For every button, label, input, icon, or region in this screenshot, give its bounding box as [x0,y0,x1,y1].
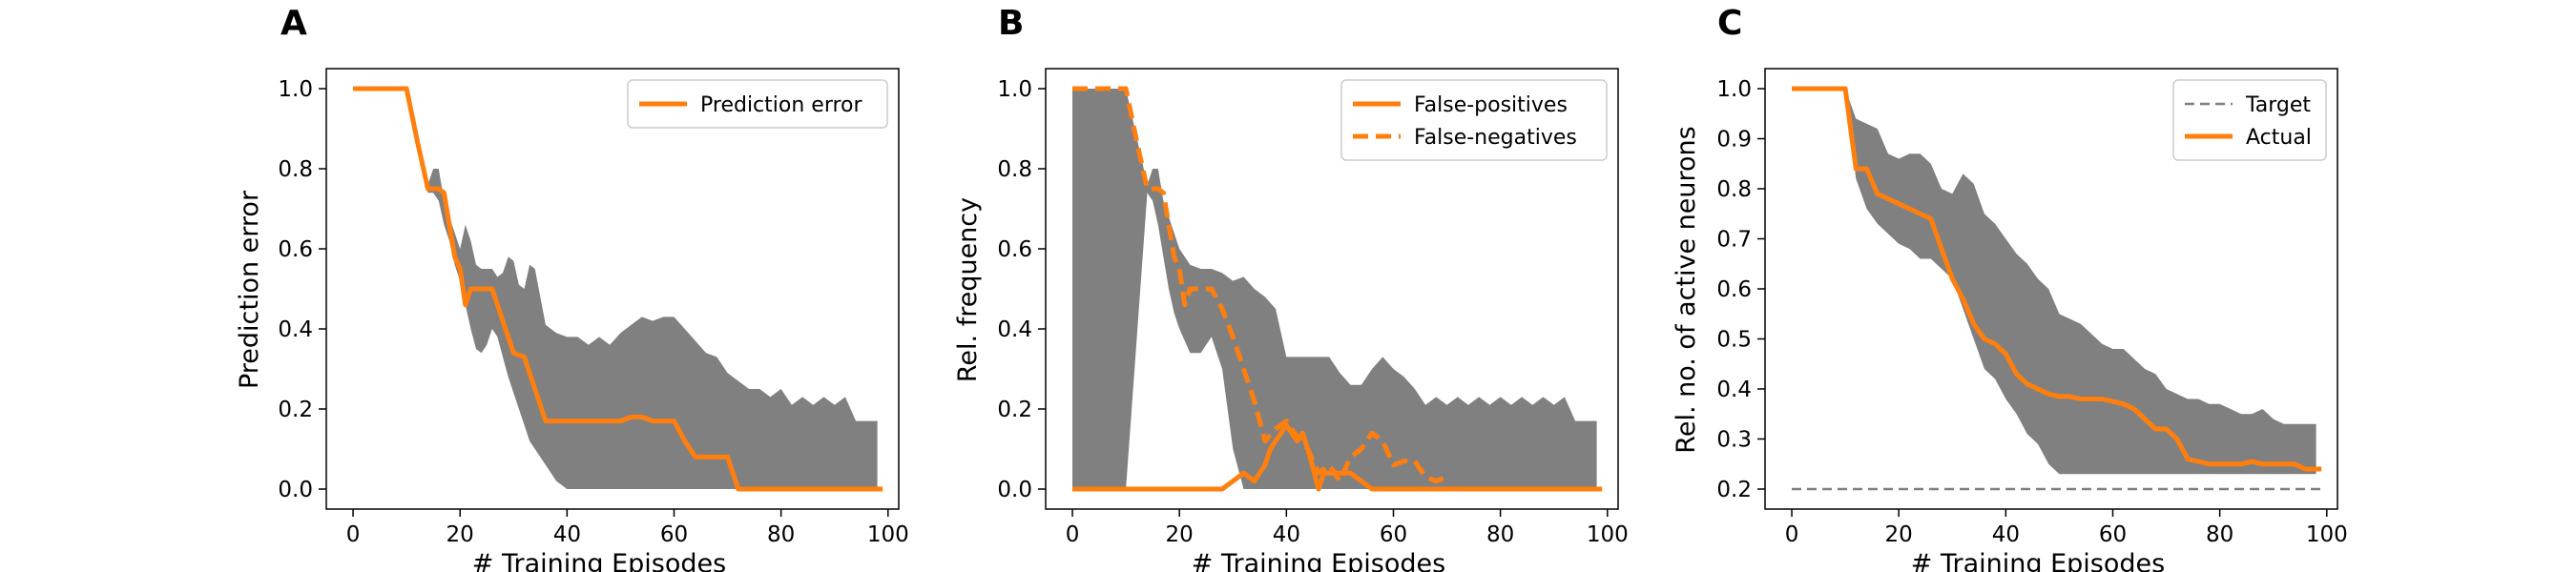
y-axis-label: Prediction error [235,190,264,389]
y-tick-label: 1.0 [997,77,1032,102]
x-tick-label: 0 [1785,522,1799,547]
legend-box [2172,79,2327,161]
series-layer [1792,86,2322,491]
panel-letter: B [998,4,1024,43]
x-tick-label: 100 [867,522,909,547]
band-layer [1072,89,1597,489]
series-line-false-positives [1072,422,1603,492]
y-tick-label: 0.5 [1716,328,1752,353]
legend-box [627,79,888,129]
y-axis-label: Rel. no. of active neurons [1672,126,1701,453]
panel-letter: A [280,4,307,43]
legend-entry: Target [2245,93,2311,117]
x-tick-label: 80 [1486,522,1514,547]
series-line-actual [1792,86,2322,472]
x-axis-label: # Training Episodes [1192,549,1445,572]
x-tick-label: 40 [553,522,581,547]
y-tick-label: 0.2 [997,398,1032,422]
legend: False-positives False-negatives [1340,79,1608,161]
x-tick-label: 80 [2206,522,2233,547]
series-line-false-negatives [1072,86,1448,484]
x-tick-label: 20 [1166,522,1194,547]
x-tick-label: 60 [660,522,688,547]
y-tick-label: 0.7 [1716,228,1752,253]
range-band [1072,89,1597,489]
y-tick-label: 0.3 [1716,428,1752,453]
x-tick-label: 20 [1885,522,1913,547]
ticks-layer: 0 20 40 60 80 100 0.0 0.2 0.4 0.6 0.8 1.0 [997,77,1628,547]
y-tick-label: 0.6 [278,237,313,262]
band-layer [353,89,878,489]
x-tick-label: 80 [767,522,795,547]
band-layer [1792,89,2316,475]
y-tick-label: 0.8 [278,157,313,182]
y-tick-label: 0.8 [1716,177,1752,202]
series-layer [1072,86,1603,492]
panel-letter: C [1717,4,1742,43]
legend-entry: Prediction error [700,93,862,117]
y-tick-label: 0.4 [1716,378,1752,402]
panel-a: A 0 20 40 60 80 100 0.0 0.2 0.4 0.6 0.8 1.0 # Train… [235,4,909,572]
x-axis-label: # Training Episodes [1911,549,2165,572]
series-layer [353,86,883,492]
y-tick-label: 0.0 [278,478,313,502]
plot-frame [325,68,900,510]
legend: Prediction error [627,79,888,129]
y-tick-label: 0.6 [997,237,1032,262]
y-axis-label: Rel. frequency [953,197,983,382]
x-tick-label: 100 [1587,522,1629,547]
x-tick-label: 60 [2099,522,2127,547]
x-tick-label: 0 [346,522,361,547]
y-tick-label: 0.2 [278,398,313,422]
legend: Target Actual [2172,79,2327,161]
y-tick-label: 0.4 [278,317,313,342]
x-tick-label: 40 [1273,522,1300,547]
range-band [353,89,878,489]
y-tick-label: 1.0 [278,77,313,102]
ticks-layer: 0 20 40 60 80 100 0.0 0.2 0.4 0.6 0.8 1.0 [278,77,908,547]
y-tick-label: 0.8 [997,157,1032,182]
range-band [1792,89,2316,475]
panel-b: B 0 20 40 60 80 100 0.0 0.2 0.4 0.6 0.8 1.0 # Train… [953,4,1629,572]
x-tick-label: 40 [1992,522,2020,547]
legend-box [1340,79,1608,161]
plot-frame [1045,68,1619,510]
legend-entry: Actual [2246,126,2312,150]
panel-c: C 0 20 40 60 80 100 0.2 0.3 0.4 0.5 0.6 0.7 0.8 0.9 1.… [1672,4,2348,572]
x-axis-label: # Training Episodes [472,549,726,572]
y-tick-label: 1.0 [1716,77,1752,102]
y-tick-label: 0.9 [1716,128,1752,153]
y-tick-label: 0.2 [1716,478,1752,502]
x-tick-label: 20 [447,522,474,547]
y-tick-label: 0.0 [997,478,1032,502]
legend-entry: False-negatives [1414,126,1577,150]
ticks-layer: 0 20 40 60 80 100 0.2 0.3 0.4 0.5 0.6 0.7 0.8 0.9 1.0 [1716,77,2347,547]
x-tick-label: 0 [1066,522,1080,547]
x-tick-label: 60 [1380,522,1407,547]
legend-entry: False-positives [1414,93,1568,117]
series-line-prediction-error [353,86,883,492]
y-tick-label: 0.6 [1716,277,1752,302]
y-tick-label: 0.4 [997,317,1032,342]
x-tick-label: 100 [2306,522,2348,547]
